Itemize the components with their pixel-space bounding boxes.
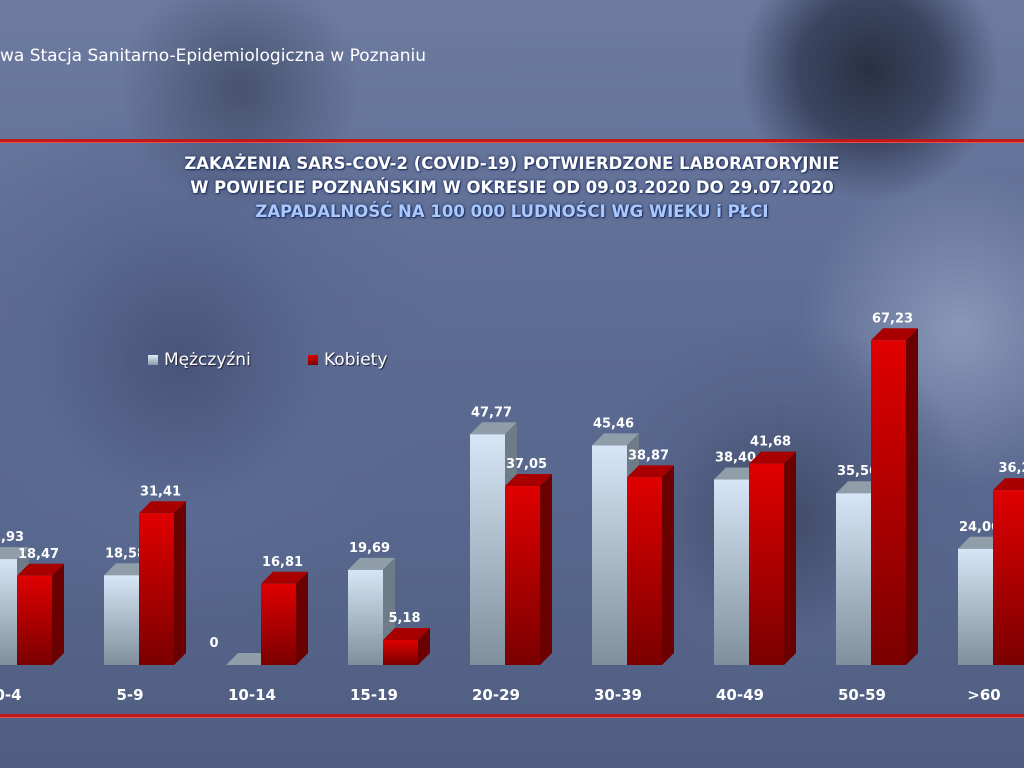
bar-women [627,477,662,665]
legend-label-women: Kobiety [324,350,388,370]
category-label: 20-29 [472,686,520,704]
value-label-men: 35,56 [837,464,878,479]
bar-top-women [749,451,796,464]
value-label-women: 36,2 [998,461,1024,476]
bar-side-women [174,501,186,665]
value-label-women: 31,41 [140,484,181,499]
category-label: 30-39 [594,686,642,704]
bar-top-women [993,478,1024,491]
value-label-men: 47,77 [471,405,512,420]
value-label-women: 67,23 [872,311,913,326]
bar-side-women [418,627,430,665]
category-label: 10-14 [228,686,276,704]
bar-side-women [296,571,308,665]
value-label-men: 0 [209,636,218,651]
bottom-divider [0,714,1024,717]
bar-side-women [540,474,552,665]
bar-women [261,583,296,665]
category-label: 15-19 [350,686,398,704]
legend-item-women: Kobiety [308,350,387,370]
category-label: 50-59 [838,686,886,704]
bar-top-women [17,563,64,576]
value-label-men: 19,69 [349,541,390,556]
bar-men [104,575,139,665]
bar-men [714,479,749,665]
bar-men [348,569,383,665]
bar-women [505,486,540,665]
bar-top-women [261,571,308,584]
bar-top-men [470,422,517,435]
category-label: 5-9 [116,686,143,704]
organization-header: wa Stacja Sanitarno-Epidemiologiczna w P… [0,46,427,66]
bar-men [470,434,505,665]
bar-women [993,490,1024,665]
bar-top-women [871,328,918,341]
top-divider [0,139,1024,142]
bar-top-men [348,557,395,570]
bar-women [871,340,906,665]
bar-side-women [906,328,918,665]
legend-item-men: Mężczyźni [148,350,251,370]
value-label-women: 41,68 [750,435,791,450]
bar-top-women [139,501,186,514]
bar-top-men [0,547,29,560]
bar-side-women [662,465,674,665]
bar-women [17,575,52,665]
bar-top-men [592,433,639,446]
bar-women [749,463,784,665]
chart-title: ZAKAŻENIA SARS-COV-2 (COVID-19) POTWIERD… [184,154,840,173]
value-label-women: 37,05 [506,457,547,472]
legend-label-men: Mężczyźni [164,350,251,370]
value-label-men: 45,46 [593,416,634,431]
bar-men [958,548,993,665]
bar-men [592,445,627,665]
bar-men [0,559,17,665]
value-label-women: 5,18 [388,611,420,626]
bar-top-women [383,627,430,640]
value-label-men: 21,93 [0,530,24,545]
value-label-men: 24,06 [959,520,1000,535]
bar-side-women [52,563,64,665]
value-label-men: 18,58 [105,546,146,561]
bar-women [139,513,174,665]
category-label: 0-4 [0,686,22,704]
value-label-women: 38,87 [628,448,669,463]
chart-subtitle: ZAPADALNOŚĆ NA 100 000 LUDNOŚCI WG WIEKU… [255,202,769,221]
value-label-women: 16,81 [262,555,303,570]
bar-women [383,639,418,665]
chart-title-line2: W POWIECIE POZNAŃSKIM W OKRESIE OD 09.03… [190,178,834,197]
bar-side-women [784,451,796,665]
bar-top-women [505,474,552,487]
category-label: 40-49 [716,686,764,704]
category-label: >60 [967,686,1000,704]
bar-top-women [627,465,674,478]
legend-swatch-men [148,355,158,365]
legend-swatch-women [308,355,318,365]
bar-men [836,493,871,665]
value-label-women: 18,47 [18,547,59,562]
value-label-men: 38,40 [715,451,756,466]
